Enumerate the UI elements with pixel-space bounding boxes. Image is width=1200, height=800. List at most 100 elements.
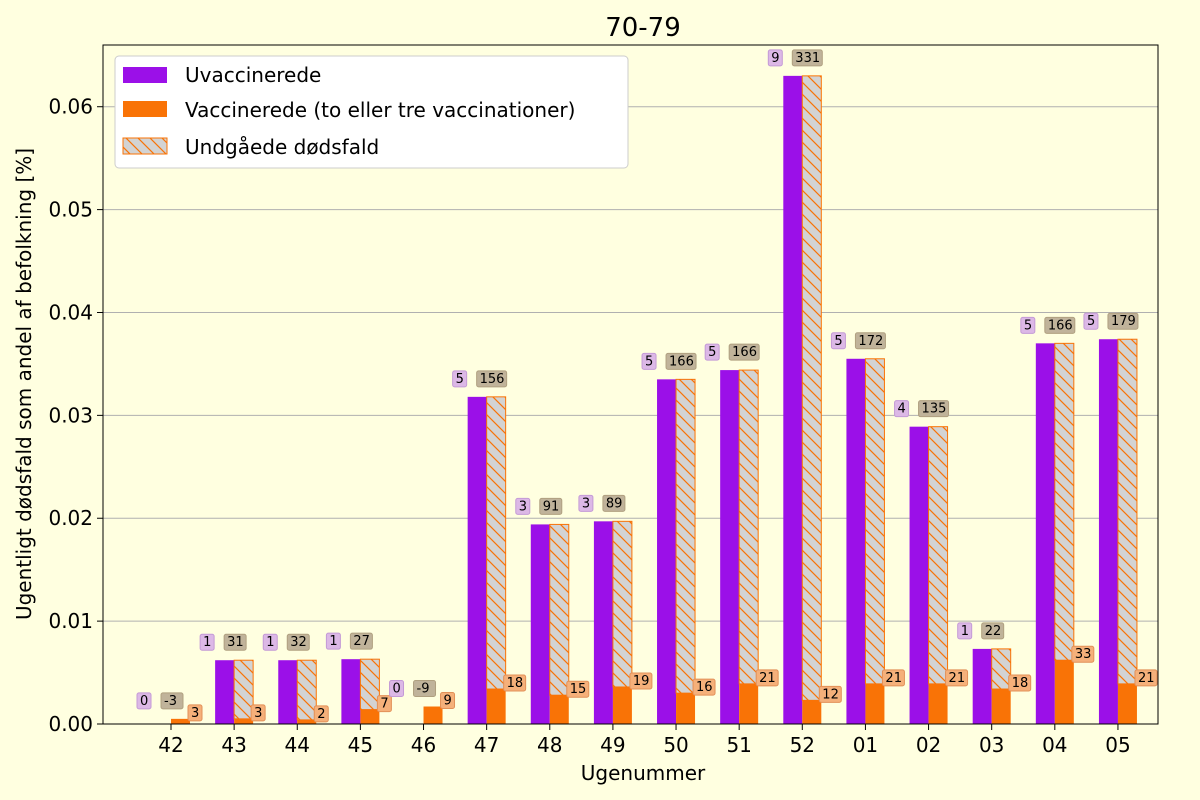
bar-vaccinerede xyxy=(1117,683,1137,724)
label-uvaccinerede: 4 xyxy=(894,400,910,418)
label-uvaccinerede-box xyxy=(1020,316,1036,334)
label-undgaaede-box xyxy=(602,494,626,512)
label-uvaccinerede: 5 xyxy=(1020,316,1036,334)
y-tick-label: 0.06 xyxy=(48,95,93,119)
bar-uvaccinerede xyxy=(530,524,550,724)
x-tick-label: 01 xyxy=(853,733,878,757)
label-undgaaede-box xyxy=(665,352,697,370)
label-vaccinerede-text: 19 xyxy=(633,674,650,689)
y-tick-label: 0.04 xyxy=(48,300,93,324)
label-vaccinerede-box xyxy=(881,669,905,687)
label-vaccinerede: 3 xyxy=(187,704,203,722)
label-uvaccinerede: 1 xyxy=(325,632,341,650)
x-tick-label: 04 xyxy=(1042,733,1067,757)
label-vaccinerede: 21 xyxy=(881,669,905,687)
label-vaccinerede: 9 xyxy=(440,692,456,710)
bar-vaccinerede xyxy=(1054,660,1074,724)
label-undgaaede: 135 xyxy=(918,400,950,418)
bar-vaccinerede xyxy=(549,695,569,724)
bar-vaccinerede xyxy=(802,700,822,724)
label-undgaaede-text: 166 xyxy=(1048,318,1073,333)
label-undgaaede: 31 xyxy=(223,633,247,651)
label-undgaaede-box xyxy=(286,633,310,651)
label-uvaccinerede-box xyxy=(578,494,594,512)
x-tick-label: 02 xyxy=(916,733,941,757)
legend: Uvaccinerede Vaccinerede (to eller tre v… xyxy=(114,55,629,169)
label-vaccinerede-text: 15 xyxy=(570,682,587,697)
label-undgaaede-text: 135 xyxy=(922,402,947,417)
x-tick-label: 49 xyxy=(600,733,625,757)
legend-label-undgaaede: Undgåede dødsfald xyxy=(185,135,379,159)
label-vaccinerede: 21 xyxy=(755,669,779,687)
label-undgaaede-text: 166 xyxy=(732,345,757,360)
label-uvaccinerede-box xyxy=(325,632,341,650)
label-undgaaede-box xyxy=(413,680,437,698)
x-tick-label: 46 xyxy=(411,733,436,757)
label-undgaaede-box xyxy=(918,400,950,418)
y-axis-ticks: 0.00 0.01 0.02 0.03 0.04 0.05 0.06 xyxy=(48,95,103,736)
bar-vaccinerede xyxy=(865,683,885,724)
bar-uvaccinerede xyxy=(467,396,487,724)
label-undgaaede-text: 31 xyxy=(227,635,244,650)
label-uvaccinerede: 5 xyxy=(641,352,657,370)
label-vaccinerede-box xyxy=(440,692,456,710)
label-undgaaede-text: -9 xyxy=(417,682,430,697)
label-undgaaede: 179 xyxy=(1107,312,1139,330)
label-uvaccinerede-box xyxy=(136,692,152,710)
label-vaccinerede: 21 xyxy=(1134,669,1158,687)
label-undgaaede-text: 32 xyxy=(290,635,307,650)
label-vaccinerede: 2 xyxy=(313,705,329,723)
bar-undgaaede xyxy=(612,520,633,688)
label-undgaaede: 166 xyxy=(728,343,760,361)
legend-box xyxy=(114,55,629,169)
label-undgaaede: 89 xyxy=(602,494,626,512)
legend-swatch-undgaaede xyxy=(122,137,168,155)
bar-undgaaede xyxy=(486,396,507,690)
bar-uvaccinerede xyxy=(783,75,803,724)
bar-vaccinerede xyxy=(612,686,632,724)
label-vaccinerede-box xyxy=(376,695,392,713)
label-vaccinerede: 33 xyxy=(1071,645,1095,663)
x-tick-label: 05 xyxy=(1105,733,1130,757)
label-uvaccinerede-box xyxy=(830,332,846,350)
label-uvaccinerede-text: 5 xyxy=(834,334,842,349)
label-vaccinerede-text: 16 xyxy=(696,680,713,695)
bar-undgaaede xyxy=(675,378,696,694)
label-undgaaede-text: 331 xyxy=(795,51,820,66)
y-tick-label: 0.01 xyxy=(48,609,93,633)
label-uvaccinerede-text: 1 xyxy=(329,634,337,649)
label-uvaccinerede-box xyxy=(389,680,405,698)
label-vaccinerede-text: 21 xyxy=(1138,671,1155,686)
bar-vaccinerede xyxy=(171,718,190,724)
label-uvaccinerede: 1 xyxy=(262,633,278,651)
label-uvaccinerede-box xyxy=(704,343,720,361)
label-uvaccinerede: 9 xyxy=(767,49,783,67)
bar-uvaccinerede xyxy=(657,379,677,724)
x-tick-label: 52 xyxy=(790,733,815,757)
label-uvaccinerede: 0 xyxy=(136,692,152,710)
label-uvaccinerede: 3 xyxy=(578,494,594,512)
label-undgaaede-box xyxy=(539,497,563,515)
bar-uvaccinerede xyxy=(1098,339,1118,724)
label-uvaccinerede-box xyxy=(767,49,783,67)
label-undgaaede: 166 xyxy=(1044,316,1076,334)
label-uvaccinerede-text: 5 xyxy=(1024,318,1032,333)
label-vaccinerede-text: 12 xyxy=(822,687,839,702)
label-vaccinerede: 19 xyxy=(629,672,653,690)
label-uvaccinerede-text: 0 xyxy=(140,694,148,709)
label-uvaccinerede-box xyxy=(262,633,278,651)
bar-uvaccinerede xyxy=(1035,343,1055,724)
label-vaccinerede-text: 18 xyxy=(1012,676,1029,691)
label-vaccinerede-text: 21 xyxy=(949,671,966,686)
label-undgaaede: -3 xyxy=(160,692,184,710)
label-uvaccinerede-text: 5 xyxy=(1087,314,1095,329)
bar-undgaaede xyxy=(864,358,885,685)
label-undgaaede: 331 xyxy=(791,49,823,67)
label-vaccinerede-box xyxy=(818,685,842,703)
label-vaccinerede: 18 xyxy=(1008,674,1032,692)
label-undgaaede-box xyxy=(981,622,1005,640)
y-tick-label: 0.02 xyxy=(48,506,93,530)
x-tick-label: 44 xyxy=(285,733,310,757)
